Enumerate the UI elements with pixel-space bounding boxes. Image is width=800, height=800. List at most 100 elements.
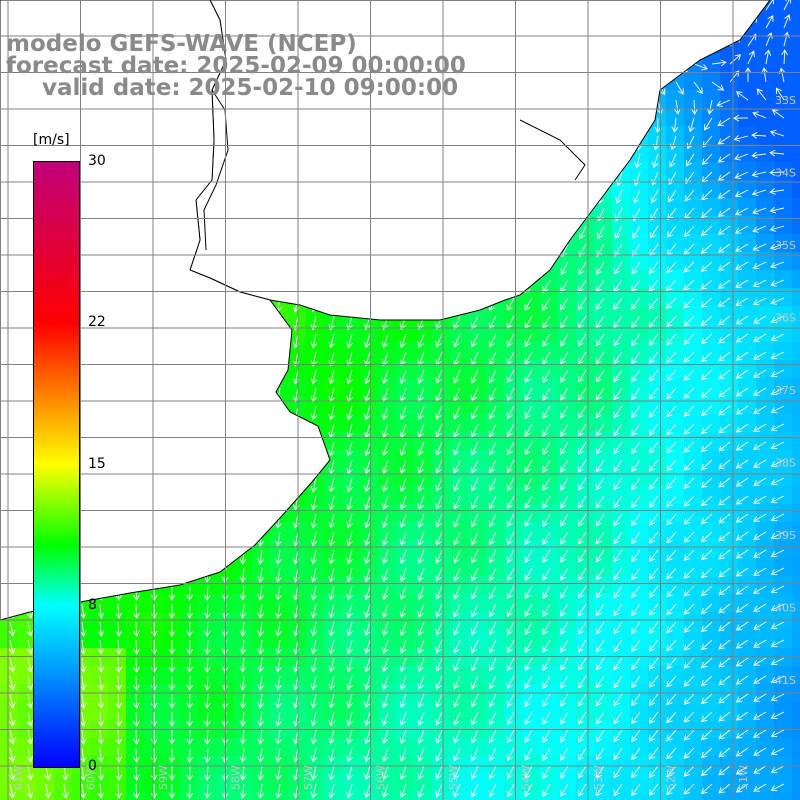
wind-cell: [522, 702, 540, 720]
wind-arrow: [150, 657, 158, 673]
wind-arrow: [150, 603, 158, 619]
wind-cell: [432, 702, 450, 720]
wind-arrow: [683, 675, 695, 687]
wind-arrow: [524, 783, 533, 798]
wind-arrow: [453, 657, 461, 672]
wind-arrow: [752, 243, 767, 251]
wind-arrow: [613, 549, 623, 563]
wind-arrow: [560, 441, 569, 455]
wind-cell: [522, 486, 540, 504]
wind-arrow: [435, 423, 443, 438]
wind-arrow: [399, 711, 407, 727]
wind-cell: [792, 558, 800, 576]
wind-arrow: [770, 783, 785, 792]
wind-arrow: [632, 225, 641, 239]
wind-arrow: [488, 567, 497, 582]
wind-arrow: [310, 675, 318, 691]
wind-cell: [576, 594, 594, 612]
wind-arrow: [26, 621, 34, 637]
wind-arrow: [753, 729, 767, 738]
wind-arrow: [488, 639, 497, 654]
wind-arrow: [346, 441, 353, 457]
wind-cell: [378, 468, 396, 486]
wind-cell: [504, 378, 522, 396]
wind-arrow: [753, 423, 767, 432]
wind-arrow: [578, 369, 587, 383]
wind-arrow: [718, 747, 731, 758]
wind-cell: [756, 270, 774, 288]
wind-arrow: [648, 567, 659, 580]
wind-arrow: [613, 765, 623, 779]
wind-cell: [576, 342, 594, 360]
wind-arrow: [753, 675, 767, 684]
wind-arrow: [542, 531, 551, 545]
wind-arrow: [764, 49, 772, 65]
wind-cell: [126, 594, 144, 612]
wind-cell: [450, 324, 468, 342]
wind-cell: [558, 666, 576, 684]
lat-label: 40S: [775, 602, 796, 615]
wind-cell: [558, 504, 576, 522]
wind-arrow: [595, 369, 605, 383]
wind-cell: [522, 756, 540, 774]
wind-cell: [252, 594, 270, 612]
wind-cell: [378, 576, 396, 594]
wind-arrow: [753, 351, 767, 360]
wind-arrow: [453, 495, 461, 510]
wind-arrow: [631, 765, 641, 779]
wind-cell: [576, 450, 594, 468]
wind-arrow: [701, 189, 713, 201]
wind-arrow: [453, 477, 461, 492]
wind-arrow: [631, 783, 641, 797]
wind-cell: [576, 540, 594, 558]
wind-arrow: [683, 315, 695, 327]
wind-arrow: [735, 585, 749, 595]
wind-arrow: [595, 621, 605, 635]
wind-cell: [792, 450, 800, 468]
wind-arrow: [381, 783, 389, 799]
wind-cell: [630, 432, 648, 450]
wind-cell: [432, 558, 450, 576]
lat-label: 36S: [775, 312, 796, 325]
wind-cell: [702, 396, 720, 414]
wind-cell: [756, 630, 774, 648]
wind-arrow: [770, 657, 785, 666]
wind-arrow: [631, 531, 641, 545]
wind-arrow: [115, 639, 123, 655]
wind-cell: [702, 252, 720, 270]
wind-cell: [540, 666, 558, 684]
wind-cell: [432, 432, 450, 450]
title-model: modelo GEFS-WAVE (NCEP): [6, 31, 357, 57]
wind-arrow: [700, 225, 713, 236]
wind-arrow: [595, 441, 605, 455]
wind-arrow: [666, 387, 677, 400]
wind-arrow: [648, 693, 659, 706]
wind-arrow: [26, 747, 34, 763]
wind-cell: [288, 522, 306, 540]
wind-cell: [630, 576, 648, 594]
wind-arrow: [506, 513, 515, 528]
wind-arrow: [631, 261, 641, 275]
wind-cell: [126, 666, 144, 684]
wind-arrow: [631, 711, 641, 725]
wind-arrow: [632, 243, 641, 257]
wind-arrow: [310, 333, 318, 349]
wind-arrow: [613, 747, 623, 761]
wind-arrow: [62, 765, 69, 781]
wind-arrow: [735, 279, 749, 288]
wind-arrow: [506, 783, 515, 798]
wind-cell: [342, 468, 360, 486]
wind-cell: [450, 540, 468, 558]
wind-cell: [684, 72, 702, 90]
wind-cell: [270, 630, 288, 648]
wind-arrow: [364, 531, 371, 547]
wind-arrow: [506, 657, 515, 672]
wind-arrow: [613, 261, 623, 275]
wind-cell: [234, 630, 252, 648]
wind-cell: [612, 234, 630, 252]
wind-arrow: [399, 693, 407, 709]
wind-arrow: [471, 369, 479, 384]
wind-arrow: [506, 603, 515, 618]
wind-arrow: [701, 477, 713, 489]
wind-arrow: [717, 225, 731, 235]
